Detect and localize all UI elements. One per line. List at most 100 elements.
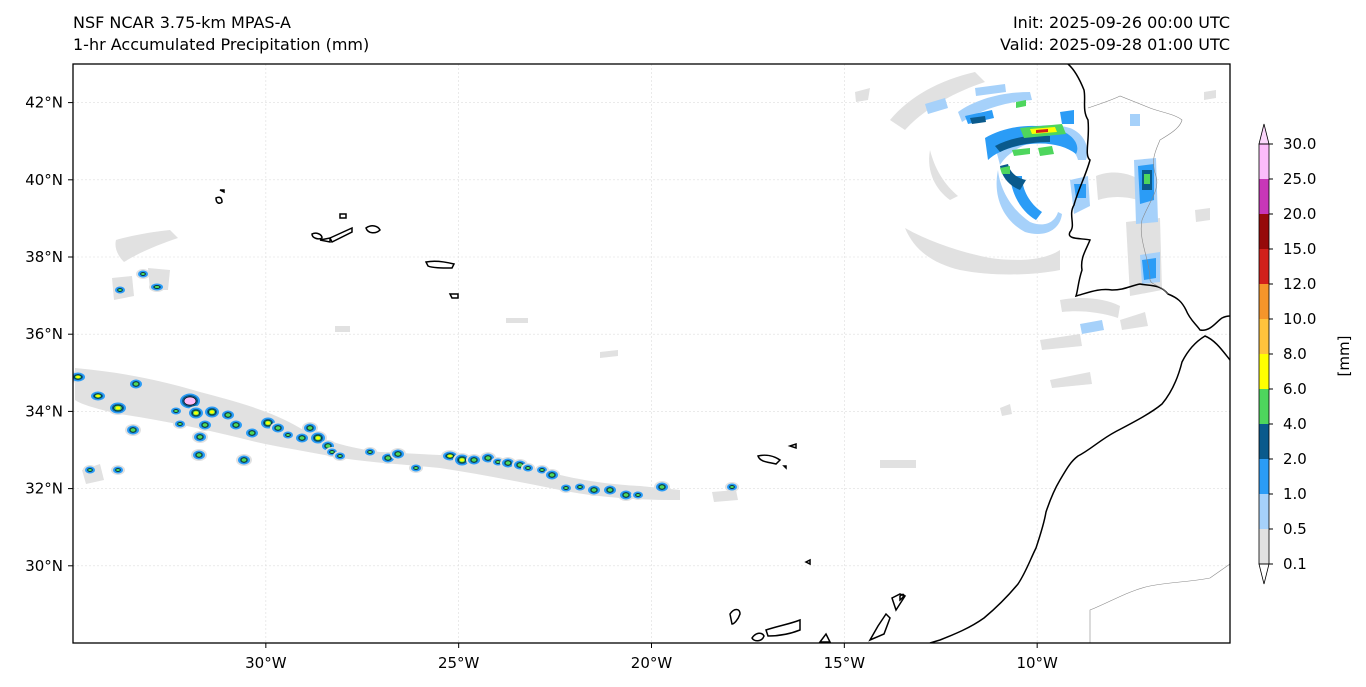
political-borders — [1087, 95, 1230, 643]
cell-core — [132, 381, 140, 387]
cell-peak — [194, 411, 198, 415]
cell-core — [173, 409, 179, 413]
lat-tick-label: 42°N — [25, 94, 63, 112]
colorbar-tick-label: 25.0 — [1283, 170, 1316, 188]
lat-tick-label: 36°N — [25, 325, 63, 343]
cell-peak — [210, 410, 214, 414]
colorbar-tick-label: 2.0 — [1283, 450, 1307, 468]
cell-core — [504, 460, 512, 466]
cell-peak — [316, 436, 320, 440]
colorbar-segment — [1259, 354, 1269, 389]
precipitation-field — [73, 72, 1216, 502]
colorbar-tick-label: 1.0 — [1283, 485, 1307, 503]
cell-core — [394, 451, 402, 457]
azores-graciosa — [339, 213, 347, 219]
lat-tick-label: 40°N — [25, 171, 63, 189]
colorbar: 0.1 0.5 1.0 2.0 4.0 6.0 8.0 10.0 12.0 15.0 20.0 25.… — [1258, 123, 1316, 585]
africa-coastline — [929, 335, 1230, 643]
cell-core — [729, 485, 735, 489]
cell-core — [196, 434, 204, 440]
model-title: NSF NCAR 3.75-km MPAS-A — [73, 13, 291, 32]
precip-light-blue — [925, 84, 1160, 334]
lat-tick-label: 30°N — [25, 557, 63, 575]
azores-pico — [328, 226, 353, 244]
cell-core — [539, 468, 545, 472]
colorbar-segment — [1259, 424, 1269, 459]
azores-sao-jorge — [319, 237, 331, 243]
azores-terceira — [365, 225, 381, 234]
colorbar-tick-label: 12.0 — [1283, 275, 1316, 293]
cell-peak — [115, 406, 121, 410]
colorbar-tick-label: 20.0 — [1283, 205, 1316, 223]
colorbar-segment — [1259, 144, 1269, 179]
lat-tick-label: 32°N — [25, 480, 63, 498]
colorbar-segment — [1259, 529, 1269, 564]
colorbar-segment — [1259, 459, 1269, 494]
lat-axis: 42°N 40°N 38°N 36°N 34°N 32°N 30°N — [25, 94, 73, 575]
desertas — [782, 465, 787, 470]
cell-core — [484, 455, 492, 461]
lon-tick-label: 15°W — [824, 654, 866, 672]
cell-core — [525, 466, 531, 470]
cell-peak — [96, 394, 100, 398]
cell-core — [590, 487, 598, 493]
valid-time: Valid: 2025-09-28 01:00 UTC — [999, 35, 1230, 54]
cell-core — [577, 485, 583, 489]
cell-core — [129, 427, 137, 433]
azores-flores — [215, 196, 223, 204]
cell-core — [248, 430, 256, 436]
cell-peak — [460, 458, 464, 462]
init-time: Init: 2025-09-26 00:00 UTC — [1012, 13, 1230, 32]
colorbar-tick-label: 30.0 — [1283, 135, 1316, 153]
cell-core — [298, 435, 306, 441]
cell-core — [232, 422, 240, 428]
cell-core — [606, 487, 614, 493]
selvagens — [804, 558, 811, 566]
colorbar-unit-label: [mm] — [1335, 336, 1353, 377]
cell-core — [240, 457, 248, 463]
cell-core — [548, 472, 556, 478]
cell-peak — [76, 375, 80, 379]
cell-core — [285, 433, 291, 437]
lon-axis: 30°W 25°W 20°W 15°W 10°W — [245, 643, 1058, 672]
iberia-coastline — [1067, 64, 1230, 331]
lat-tick-label: 38°N — [25, 248, 63, 266]
western-sahara-border — [1089, 563, 1230, 643]
colorbar-segment — [1259, 494, 1269, 529]
canary-island-2 — [818, 632, 832, 643]
cell-core — [201, 422, 209, 428]
azores-santa-maria — [448, 293, 459, 299]
cell-core — [367, 450, 373, 454]
gridlines — [73, 64, 1230, 643]
lon-tick-label: 20°W — [631, 654, 673, 672]
colorbar-tick-label: 15.0 — [1283, 240, 1316, 258]
cell-core — [140, 272, 146, 276]
cell-core — [329, 450, 335, 454]
canary-la-palma — [729, 608, 741, 625]
colorbar-segment — [1259, 214, 1269, 249]
azores-sao-miguel — [424, 260, 456, 269]
title-right: Init: 2025-09-26 00:00 UTC Valid: 2025-0… — [1000, 12, 1230, 56]
colorbar-tick-label: 0.5 — [1283, 520, 1307, 538]
lon-tick-label: 10°W — [1016, 654, 1058, 672]
canary-gran-canaria — [868, 612, 891, 642]
cell-core — [622, 492, 630, 498]
lat-tick-label: 34°N — [25, 402, 63, 420]
colorbar-tick-label: 4.0 — [1283, 415, 1307, 433]
colorbar-tick-label: 8.0 — [1283, 345, 1307, 363]
precip-cores-portugal — [1000, 100, 1150, 184]
colorbar-under-arrow — [1258, 563, 1270, 585]
madeira — [757, 454, 782, 465]
canary-tenerife — [765, 618, 801, 637]
colorbar-segment — [1259, 319, 1269, 354]
cell-peak — [266, 421, 270, 425]
cell-core — [658, 484, 666, 490]
cell-core — [495, 460, 501, 464]
cell-core — [413, 466, 419, 470]
lon-tick-label: 30°W — [245, 654, 287, 672]
cell-core — [384, 455, 392, 461]
cell-core — [153, 285, 161, 289]
cell-core — [337, 454, 343, 458]
colorbar-tick-label: 10.0 — [1283, 310, 1316, 328]
colorbar-over-arrow — [1258, 123, 1270, 145]
